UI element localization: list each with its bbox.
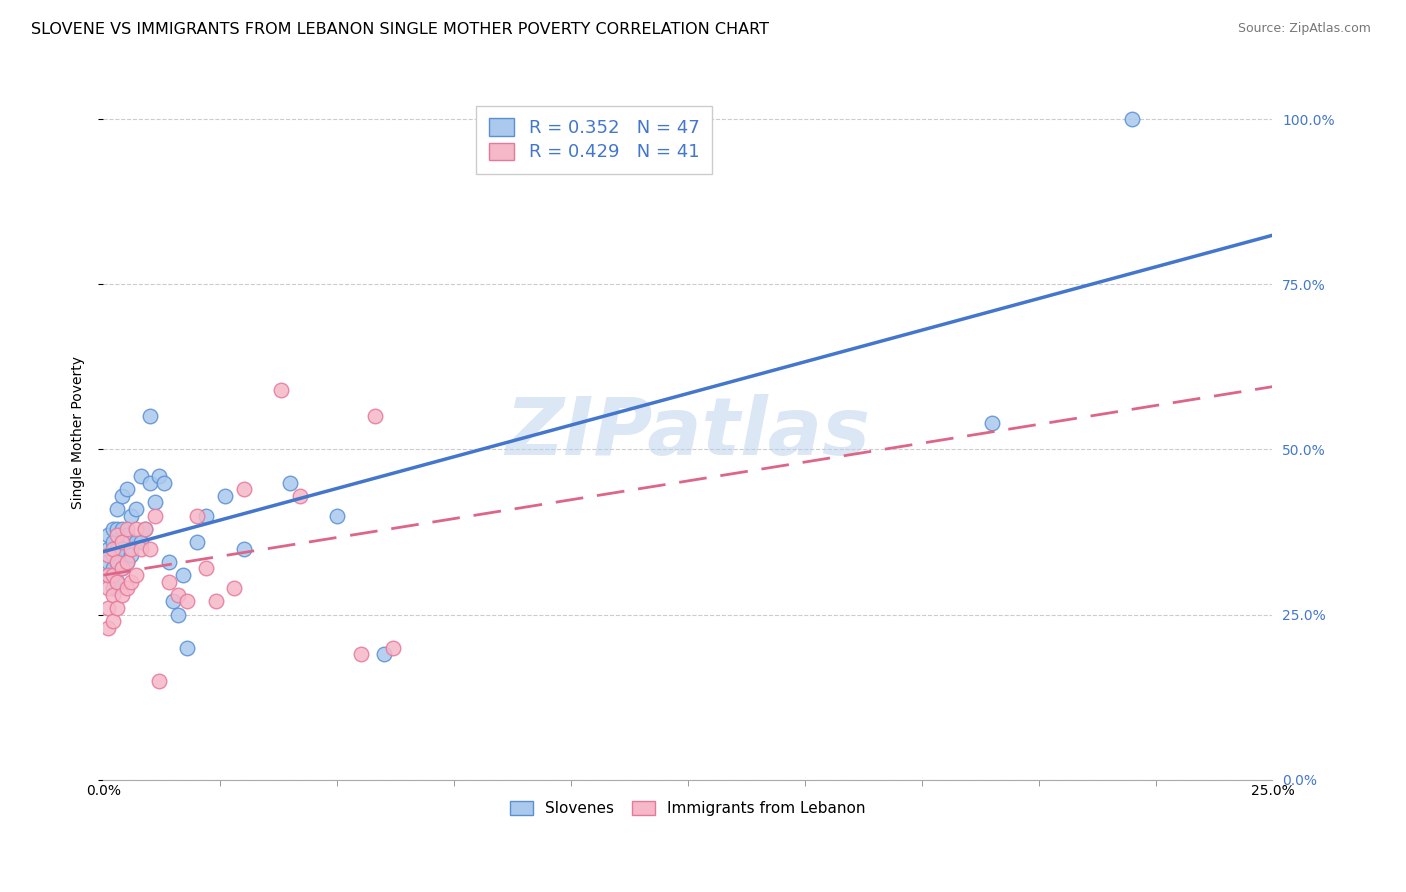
Point (125, 535, 148, 549)
Point (97, 568, 120, 582)
Point (129, 541, 152, 556)
Point (97, 528, 120, 542)
Point (125, 522, 148, 536)
Point (363, 409, 385, 424)
Point (111, 489, 134, 503)
Point (349, 647, 371, 661)
Point (186, 535, 208, 549)
Text: Source: ZipAtlas.com: Source: ZipAtlas.com (1237, 22, 1371, 36)
Point (280, 475, 302, 490)
Point (115, 482, 138, 496)
Point (115, 528, 138, 542)
Point (97, 621, 120, 635)
Point (105, 574, 128, 589)
Point (125, 502, 148, 516)
Point (125, 568, 148, 582)
Point (148, 469, 170, 483)
Point (176, 594, 198, 608)
Point (232, 541, 254, 556)
Point (143, 495, 166, 509)
Point (139, 475, 162, 490)
Point (115, 581, 138, 595)
Point (97, 581, 120, 595)
Point (1121, 112, 1143, 127)
Point (97, 601, 120, 615)
Point (382, 640, 405, 655)
Point (115, 522, 138, 536)
Point (105, 528, 128, 542)
Point (120, 508, 142, 523)
Point (129, 535, 152, 549)
Point (105, 541, 128, 556)
Point (288, 489, 311, 503)
Point (134, 522, 156, 536)
Point (157, 574, 180, 589)
Point (101, 568, 124, 582)
Point (101, 588, 124, 602)
Point (101, 535, 124, 549)
Point (105, 555, 128, 569)
Point (214, 489, 236, 503)
Point (101, 581, 124, 595)
Point (97, 541, 120, 556)
Point (129, 469, 152, 483)
Point (224, 581, 246, 595)
Point (134, 522, 156, 536)
Point (167, 588, 190, 602)
Point (111, 561, 134, 575)
Point (111, 522, 134, 536)
Point (120, 541, 142, 556)
Point (111, 588, 134, 602)
Point (195, 508, 218, 523)
Point (105, 555, 128, 569)
Point (232, 482, 254, 496)
Point (105, 502, 128, 516)
Point (326, 508, 349, 523)
Y-axis label: Single Mother Poverty: Single Mother Poverty (72, 357, 86, 509)
Point (162, 594, 184, 608)
Point (980, 416, 1002, 430)
Point (120, 548, 142, 562)
Point (101, 614, 124, 628)
Point (195, 561, 218, 575)
Point (101, 522, 124, 536)
Point (139, 409, 162, 424)
Point (153, 475, 176, 490)
Point (97, 555, 120, 569)
Point (105, 522, 128, 536)
Point (101, 541, 124, 556)
Point (157, 555, 180, 569)
Point (111, 561, 134, 575)
Point (139, 541, 162, 556)
Point (120, 574, 142, 589)
Point (143, 508, 166, 523)
Point (101, 561, 124, 575)
Point (148, 673, 170, 688)
Point (373, 647, 395, 661)
Point (115, 555, 138, 569)
Point (167, 607, 190, 622)
Point (270, 383, 292, 397)
Text: ZIPatlas: ZIPatlas (505, 394, 870, 472)
Point (105, 574, 128, 589)
Point (97, 548, 120, 562)
Point (111, 541, 134, 556)
Text: SLOVENE VS IMMIGRANTS FROM LEBANON SINGLE MOTHER POVERTY CORRELATION CHART: SLOVENE VS IMMIGRANTS FROM LEBANON SINGL… (31, 22, 769, 37)
Point (176, 640, 198, 655)
Point (111, 535, 134, 549)
Point (115, 555, 138, 569)
Point (105, 601, 128, 615)
Legend: Slovenes, Immigrants from Lebanon: Slovenes, Immigrants from Lebanon (502, 793, 873, 824)
Point (101, 548, 124, 562)
Point (97, 568, 120, 582)
Point (172, 568, 194, 582)
Point (204, 594, 226, 608)
Point (186, 508, 208, 523)
